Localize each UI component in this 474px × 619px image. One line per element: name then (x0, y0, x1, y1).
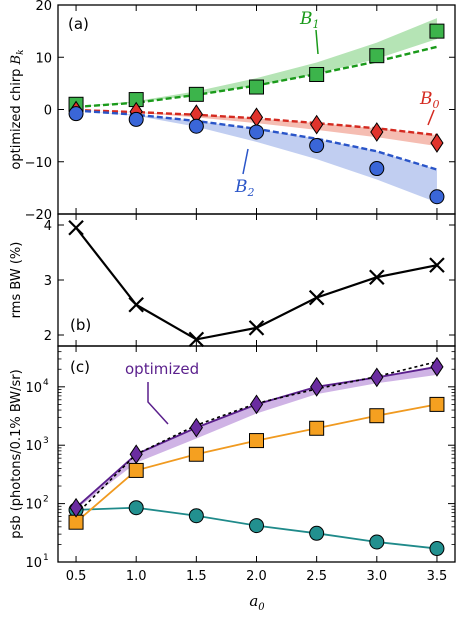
y-tick-exponent: 2 (43, 495, 49, 505)
series-marker-0 (249, 518, 264, 534)
series-label-B2: B2 (234, 177, 255, 199)
rms-bw-marker (369, 269, 385, 286)
series-marker-0 (188, 508, 204, 524)
rms-bw-marker (128, 296, 144, 313)
series-marker-0 (429, 541, 445, 557)
series-marker-2 (249, 394, 264, 415)
marker-B1 (429, 23, 445, 39)
x-tick-label: 1.5 (186, 569, 207, 584)
panel-b: 2 3 4 rms BW (%) (b) (9, 213, 456, 348)
y-tick-label: 4 (44, 219, 52, 234)
series-marker-2 (370, 367, 384, 388)
series-label-sub: 0 (433, 98, 440, 111)
rms-bw-marker (68, 219, 84, 236)
series-marker-2 (69, 497, 83, 518)
series-marker-1 (128, 462, 144, 478)
y-axis-label: rms BW (%) (9, 242, 24, 319)
series-marker-0 (309, 525, 325, 541)
y-tick-exponent: 1 (43, 553, 49, 563)
marker-B0 (249, 107, 264, 128)
marker-B1 (249, 79, 264, 95)
y-tick-label: 10 (25, 556, 42, 571)
y-tick-label: 10 (35, 51, 52, 66)
marker-B2 (369, 161, 385, 177)
y-tick-label: 2 (44, 329, 52, 344)
marker-B0 (430, 133, 444, 153)
marker-B1 (369, 48, 385, 64)
series-label-main: B (419, 89, 433, 109)
annotation-leader (147, 382, 169, 425)
marker-B0 (310, 114, 324, 135)
marker-B2 (68, 106, 84, 122)
series-marker-2 (189, 417, 203, 438)
series-marker-2 (129, 444, 143, 465)
marker-B1 (309, 66, 325, 82)
y-tick-label: −10 (25, 156, 52, 171)
y-axis-label: optimized chirp Bk (9, 49, 26, 169)
series-label-sub: 2 (247, 186, 255, 199)
x-tick-label: 3.5 (427, 569, 448, 584)
series-label-B1: B1 (299, 9, 320, 31)
y-tick-label: 10 (25, 498, 42, 513)
marker-B2 (309, 138, 325, 154)
y-tick-label: 10 (25, 381, 42, 396)
series-marker-0 (128, 500, 144, 516)
series-label-B0: B0 (419, 89, 440, 111)
marker-B2 (249, 124, 264, 140)
x-tick-label: 2.0 (246, 569, 267, 584)
x-label-sub: 0 (258, 602, 265, 613)
marker-B0 (370, 122, 384, 142)
panel-label: (b) (70, 316, 91, 334)
y-tick-label: 20 (35, 0, 52, 14)
series-marker-0 (369, 534, 385, 550)
marker-B2 (429, 189, 445, 205)
series-marker-1 (188, 446, 204, 462)
marker-B1 (188, 86, 204, 102)
rms-bw-marker (248, 320, 265, 336)
series-label-main: B (234, 177, 248, 197)
x-tick-label: 1.0 (126, 569, 147, 584)
series-label-main: B (299, 9, 313, 29)
marker-B2 (188, 118, 204, 134)
x-tick-label: 3.0 (366, 569, 387, 584)
marker-B2 (128, 111, 144, 127)
x-axis-label: a0 (249, 592, 265, 613)
series-marker-1 (369, 408, 385, 424)
rms-bw-marker (188, 331, 205, 348)
series-marker-1 (249, 433, 264, 449)
series-marker-2 (310, 376, 324, 397)
x-tick-label: 0.5 (66, 569, 87, 584)
rms-bw-marker (429, 257, 445, 273)
series-marker-1 (429, 396, 445, 412)
y-tick-exponent: 4 (43, 378, 49, 388)
series-label-sub: 1 (313, 18, 320, 31)
panel-label: (a) (68, 15, 89, 33)
y-tick-label: 10 (25, 439, 42, 454)
x-label-main: a (249, 592, 258, 610)
series-marker-1 (309, 420, 325, 436)
y-tick-label: 3 (44, 274, 52, 289)
series-marker-2 (430, 356, 444, 377)
label-leader-B0 (427, 109, 435, 126)
rms-bw-marker (308, 289, 325, 306)
panel-label: (c) (70, 358, 90, 376)
y-tick-label: 0 (44, 104, 52, 119)
label-leader-B2 (242, 148, 249, 175)
y-axis-label: psb (photons/0.1% BW/sr) (9, 369, 24, 538)
label-leader-B1 (315, 29, 319, 55)
y-tick-exponent: 3 (43, 436, 49, 446)
y-label-symbol: B (9, 55, 24, 66)
annotation-optimized: optimized (125, 360, 199, 378)
x-tick-label: 2.5 (306, 569, 327, 584)
y-tick-label: −20 (25, 208, 52, 223)
y-label-subscript: k (16, 49, 26, 54)
